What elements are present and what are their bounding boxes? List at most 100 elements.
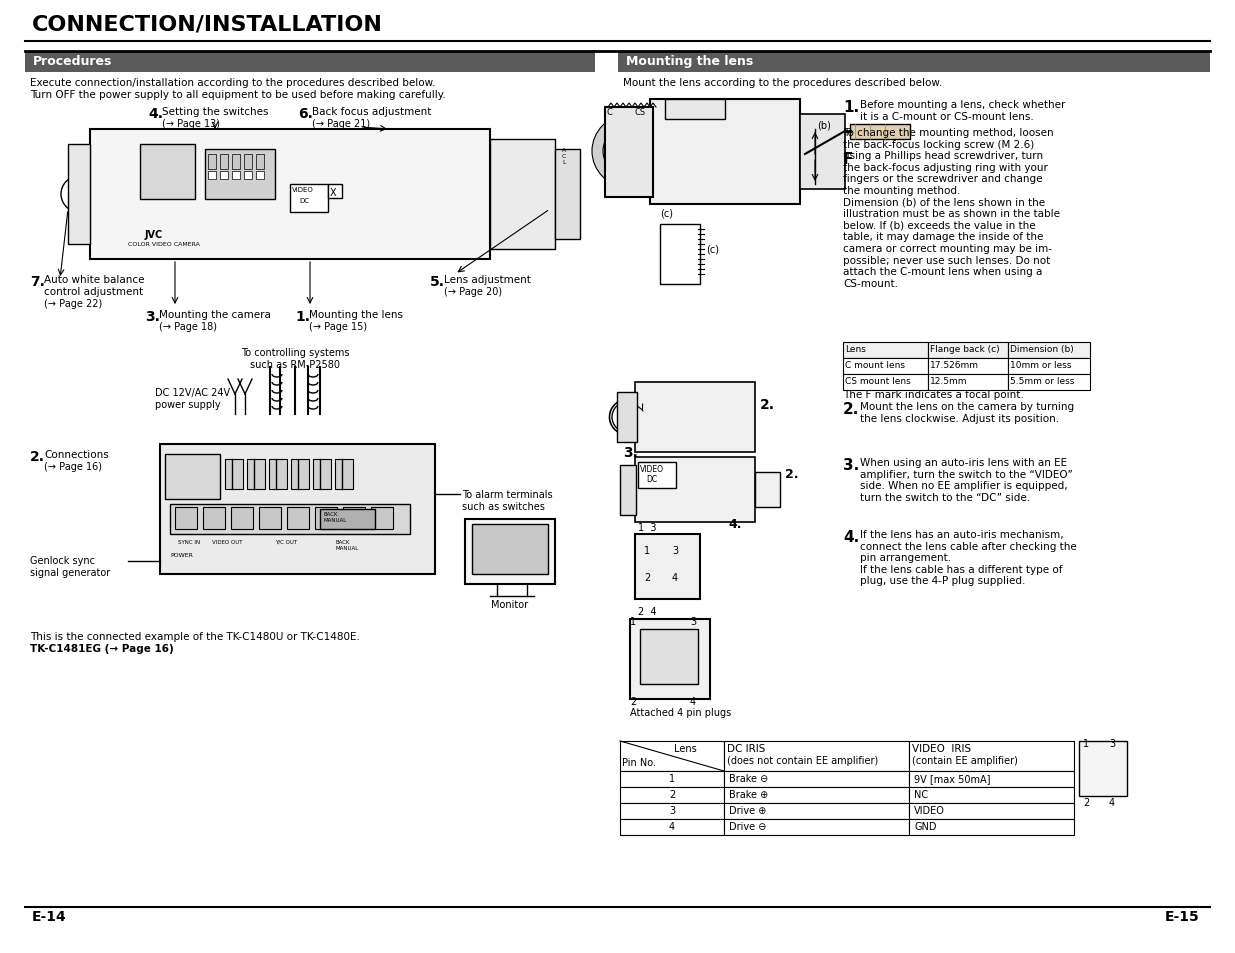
Text: (c): (c) — [706, 245, 719, 254]
Text: Genlock sync: Genlock sync — [30, 556, 95, 565]
Text: Mount the lens on the camera by turning
the lens clockwise. Adjust its position.: Mount the lens on the camera by turning … — [860, 401, 1074, 423]
Text: 2  4: 2 4 — [638, 606, 657, 617]
Text: 4.: 4. — [727, 517, 741, 531]
Circle shape — [603, 127, 653, 177]
Bar — [844, 358, 927, 375]
Text: (c): (c) — [659, 208, 673, 218]
Text: 1.: 1. — [844, 100, 860, 115]
Text: CONNECTION/INSTALLATION: CONNECTION/INSTALLATION — [32, 15, 383, 35]
Bar — [320, 510, 375, 530]
Text: VIDEO OUT: VIDEO OUT — [212, 539, 242, 544]
Bar — [490, 140, 555, 250]
Text: (→ Page 16): (→ Page 16) — [44, 461, 103, 472]
Bar — [290, 185, 329, 213]
Bar — [247, 459, 266, 490]
Bar — [472, 524, 548, 575]
Circle shape — [672, 659, 688, 676]
Bar — [638, 462, 676, 489]
Bar — [620, 803, 724, 820]
Text: 2: 2 — [1083, 797, 1089, 807]
Text: (→ Page 22): (→ Page 22) — [44, 298, 103, 309]
Bar — [312, 459, 331, 490]
Bar — [650, 100, 800, 205]
Text: Drive ⊕: Drive ⊕ — [729, 805, 767, 815]
Circle shape — [764, 476, 769, 482]
Text: GND: GND — [914, 821, 936, 831]
Text: VIDEO  IRIS: VIDEO IRIS — [911, 743, 971, 753]
Text: 4: 4 — [669, 821, 676, 831]
Bar — [620, 787, 724, 803]
Bar — [259, 507, 282, 530]
Bar — [927, 343, 1008, 358]
Text: Turn OFF the power supply to all equipment to be used before making carefully.: Turn OFF the power supply to all equipme… — [30, 90, 446, 100]
Text: Drive ⊖: Drive ⊖ — [729, 821, 767, 831]
Text: (→ Page 15): (→ Page 15) — [309, 322, 367, 332]
Text: POWER: POWER — [170, 553, 193, 558]
Text: 4: 4 — [1109, 797, 1115, 807]
Bar — [724, 741, 909, 771]
Circle shape — [666, 540, 684, 558]
Text: 2: 2 — [669, 789, 676, 800]
Text: 1: 1 — [630, 617, 636, 626]
Text: 3.: 3. — [844, 457, 860, 473]
Text: 9V [max 50mA]: 9V [max 50mA] — [914, 773, 990, 783]
Bar — [800, 115, 845, 190]
Text: C: C — [606, 108, 611, 117]
Circle shape — [1107, 745, 1123, 761]
Bar — [909, 787, 1074, 803]
Bar — [605, 108, 653, 198]
Text: TK-C1481EG (→ Page 16): TK-C1481EG (→ Page 16) — [30, 643, 174, 654]
Text: 12.5mm: 12.5mm — [930, 376, 967, 386]
Circle shape — [638, 567, 656, 585]
Bar — [315, 507, 337, 530]
Circle shape — [764, 489, 769, 495]
Text: C mount lens: C mount lens — [845, 360, 905, 370]
Bar — [220, 154, 228, 170]
Circle shape — [165, 465, 190, 490]
Bar — [724, 787, 909, 803]
Bar — [256, 154, 264, 170]
Text: (does not contain EE amplifier): (does not contain EE amplifier) — [727, 755, 878, 765]
Text: 2.: 2. — [30, 450, 44, 463]
Text: CS: CS — [634, 108, 645, 117]
Text: VIDEO: VIDEO — [291, 187, 314, 193]
Circle shape — [642, 659, 658, 676]
Text: 1.: 1. — [295, 310, 310, 324]
Text: VIDEO: VIDEO — [640, 464, 664, 474]
Text: DC: DC — [299, 198, 309, 204]
Text: 17.526mm: 17.526mm — [930, 360, 979, 370]
Text: 3: 3 — [669, 805, 676, 815]
Circle shape — [1107, 767, 1123, 783]
Text: DC IRIS: DC IRIS — [727, 743, 766, 753]
Text: 2: 2 — [643, 573, 650, 582]
Circle shape — [642, 634, 658, 649]
Bar — [909, 803, 1074, 820]
Text: (b): (b) — [818, 120, 831, 130]
Text: Procedures: Procedures — [33, 55, 112, 68]
Text: To alarm terminals: To alarm terminals — [462, 490, 552, 499]
Text: The F mark indicates a focal point.: The F mark indicates a focal point. — [844, 390, 1024, 399]
Text: (→ Page 13): (→ Page 13) — [162, 119, 220, 129]
Text: Pin No.: Pin No. — [622, 758, 656, 767]
Bar — [635, 382, 755, 453]
Circle shape — [195, 470, 211, 485]
Bar — [640, 629, 698, 684]
Text: 6.: 6. — [298, 107, 312, 121]
Circle shape — [592, 116, 664, 188]
Bar — [620, 465, 636, 516]
Bar — [630, 619, 710, 700]
Bar — [203, 507, 225, 530]
Text: Mounting the lens: Mounting the lens — [309, 310, 403, 319]
Circle shape — [666, 567, 684, 585]
Bar — [620, 741, 724, 771]
Text: BACK
MANUAL: BACK MANUAL — [324, 512, 346, 522]
Text: CS mount lens: CS mount lens — [845, 376, 910, 386]
Text: 2.: 2. — [785, 468, 799, 480]
Text: DC 12V/AC 24V
power supply: DC 12V/AC 24V power supply — [156, 388, 230, 409]
Text: E-14: E-14 — [32, 909, 67, 923]
Text: 4.: 4. — [148, 107, 163, 121]
Text: Monitor: Monitor — [492, 599, 529, 609]
Text: 2.: 2. — [760, 397, 776, 412]
Text: 10mm or less: 10mm or less — [1010, 360, 1072, 370]
Bar — [909, 820, 1074, 835]
